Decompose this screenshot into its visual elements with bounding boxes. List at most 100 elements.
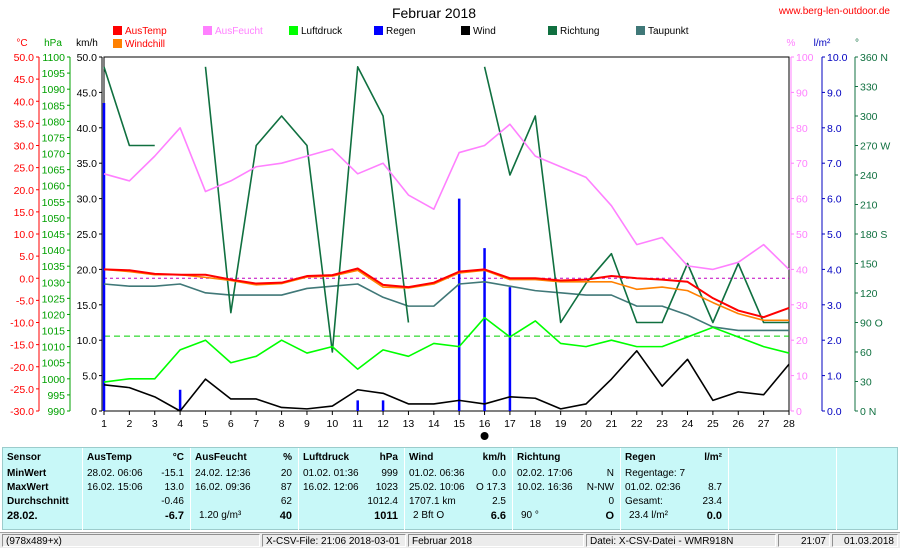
x-tick-label: 10 (326, 418, 338, 430)
axis-pressure-tick-label: 1100 (42, 52, 65, 64)
richtung-avg: 0 (608, 496, 614, 507)
axis-pressure-tick-label: 990 (47, 406, 65, 418)
axis-direction-tick-label: 240 (860, 170, 878, 182)
axis-temp-tick-label: -15.0 (10, 340, 34, 352)
austemp-unit: °C (172, 452, 184, 463)
x-tick-label: 16 (479, 418, 491, 430)
axis-pressure-tick-label: 1020 (42, 309, 66, 321)
richtung-today: O (605, 510, 614, 522)
axis-direction-tick-label: 300 (860, 111, 878, 123)
axis-rain-tick-label: 6.0 (827, 194, 842, 206)
axis-rain-tick-label: 2.0 (827, 335, 842, 347)
x-tick-label: 8 (279, 418, 285, 430)
axis-temp-tick-label: 10.0 (14, 229, 35, 241)
legend-label-wind: Wind (473, 26, 496, 37)
axis-wind-tick-label: 35.0 (77, 158, 98, 170)
weather-chart: Februar 2018 www.berg-len-outdoor.de Aus… (10, 5, 890, 440)
ausfeucht-min: 20 (280, 468, 292, 479)
axis-direction-tick-label: 90 O (860, 318, 883, 330)
axis-humidity-tick-label: 60 (796, 194, 808, 206)
stats-col-luftdruck: Luftdruck hPa 01.02. 01:36 999 16.02. 12… (299, 448, 405, 531)
axis-temp-tick-label: -10.0 (10, 318, 34, 330)
axis-wind-unit: km/h (76, 38, 98, 49)
x-tick-label: 17 (504, 418, 516, 430)
axis-temp-tick-label: 45.0 (14, 74, 35, 86)
axis-wind-tick-label: 30.0 (77, 194, 98, 206)
axis-wind-tick-label: 20.0 (77, 264, 98, 276)
axis-wind-tick-label: 45.0 (77, 87, 98, 99)
regen-today: 0.0 (706, 510, 722, 522)
axis-pressure-tick-label: 1095 (42, 68, 66, 80)
axis-humidity-tick-label: 20 (796, 335, 808, 347)
axis-rain-tick-label: 9.0 (827, 87, 842, 99)
axis-pressure-tick-label: 1015 (42, 326, 66, 338)
axis-direction-tick-label: 330 (860, 82, 878, 94)
chart-title: Februar 2018 (392, 5, 476, 21)
stats-col-wind: Wind km/h 01.02. 06:36 0.0 25.02. 10:06 … (405, 448, 513, 531)
axis-wind-tick-label: 40.0 (77, 123, 98, 135)
legend-label-luftdruck: Luftdruck (301, 26, 343, 37)
x-tick-label: 1 (101, 418, 107, 430)
ausfeucht-max: 87 (280, 482, 292, 493)
x-tick-label: 25 (707, 418, 719, 430)
luftdruck-max-date: 16.02. 12:06 (303, 482, 359, 493)
richtung-min: N (606, 468, 614, 479)
legend-swatch-ausfeucht (203, 26, 212, 35)
wind-min: 0.0 (492, 468, 506, 479)
statistics-table: Sensor MinWert MaxWert Durchschnitt 28.0… (2, 447, 898, 531)
x-tick-label: 9 (304, 418, 310, 430)
axis-humidity-tick-label: 30 (796, 300, 808, 312)
axis-temp-unit: °C (16, 38, 27, 49)
axis-temp-tick-label: 0.0 (19, 273, 34, 285)
axis-direction-tick-label: 0 N (860, 406, 876, 418)
legend-label-austemp: AusTemp (125, 26, 167, 37)
series-luftdruck (103, 316, 790, 383)
x-tick-label: 19 (555, 418, 567, 430)
richtung-max: N-NW (586, 482, 614, 493)
stats-col-regen: Regen l/m² Regentage: 7 01.02. 02:36 8.7… (621, 448, 729, 531)
x-tick-label: 20 (580, 418, 592, 430)
axis-direction-tick-label: 120 (860, 288, 878, 300)
austemp-min-date: 28.02. 06:06 (87, 468, 143, 479)
axis-temp-tick-label: 20.0 (14, 185, 35, 197)
ausfeucht-header: AusFeucht (195, 452, 247, 463)
wind-min-date: 01.02. 06:36 (409, 468, 465, 479)
status-file: X-CSV-File: 21:06 2018-03-01 (262, 534, 406, 547)
axis-pressure-tick-label: 1045 (42, 229, 66, 241)
ausfeucht-today-abs: 1.20 g/m³ (199, 510, 242, 521)
axis-rain-tick-label: 10.0 (827, 52, 848, 64)
axis-rain-tick-label: 4.0 (827, 264, 842, 276)
richtung-header: Richtung (517, 452, 561, 463)
x-tick-label: 14 (428, 418, 440, 430)
stats-row-avg: Durchschnitt (7, 496, 69, 507)
plot-area (102, 66, 790, 412)
x-tick-label: 15 (453, 418, 465, 430)
axis-wind-tick-label: 15.0 (77, 300, 98, 312)
axis-humidity-tick-label: 50 (796, 229, 808, 241)
axis-pressure-tick-label: 1005 (42, 358, 66, 370)
axis-pressure-tick-label: 1050 (42, 213, 66, 225)
ausfeucht-unit: % (283, 452, 292, 463)
legend-label-windchill: Windchill (125, 39, 165, 50)
axis-pressure-tick-label: 1035 (42, 261, 66, 273)
status-size: (978x489+x) (2, 534, 260, 547)
legend-label-taupunkt: Taupunkt (648, 26, 689, 37)
axis-humidity-tick-label: 100 (796, 52, 814, 64)
luftdruck-max: 1023 (375, 482, 398, 493)
x-tick-label: 24 (682, 418, 694, 430)
x-tick-label: 28 (783, 418, 795, 430)
x-tick-label: 13 (403, 418, 415, 430)
moon-icon (480, 432, 489, 440)
stats-col-richtung: Richtung 02.02. 17:06 N 10.02. 16:36 N-N… (513, 448, 621, 531)
axis-humidity-tick-label: 80 (796, 123, 808, 135)
legend-swatch-taupunkt (636, 26, 645, 35)
ausfeucht-today: 40 (279, 510, 292, 522)
legend-swatch-richtung (548, 26, 557, 35)
axis-pressure-tick-label: 1090 (42, 84, 66, 96)
series-ausfeucht (103, 123, 790, 271)
series-richtung (483, 66, 789, 324)
x-tick-label: 23 (656, 418, 668, 430)
stats-col-austemp: AusTemp °C 28.02. 06:06 -15.1 16.02. 15:… (83, 448, 191, 531)
axis-pressure-tick-label: 1030 (42, 277, 66, 289)
series-austemp (103, 267, 790, 319)
